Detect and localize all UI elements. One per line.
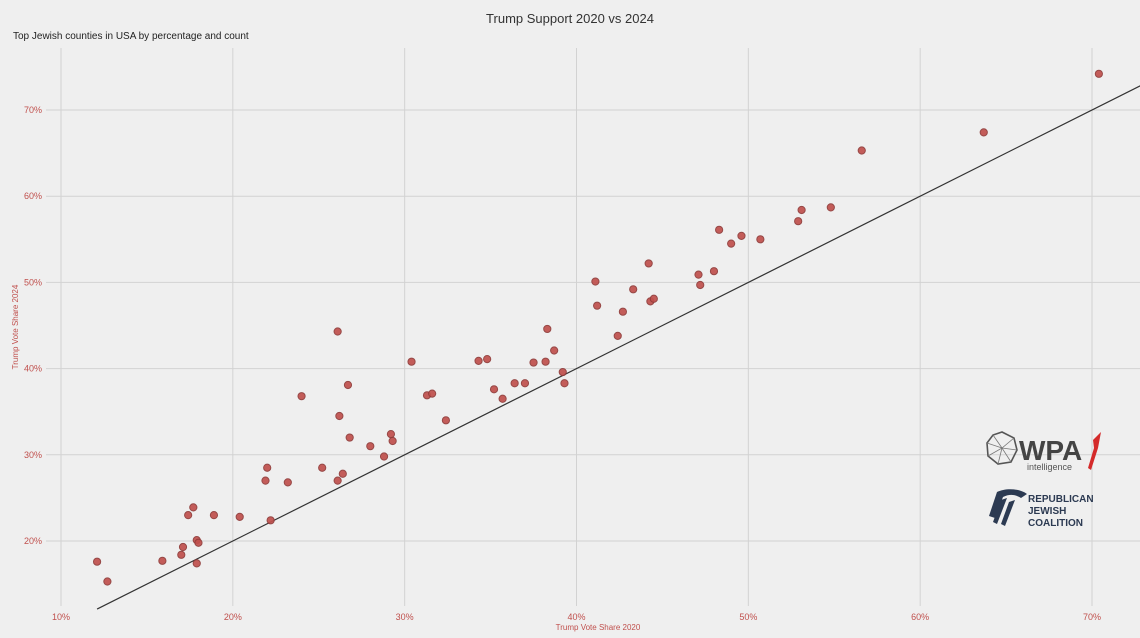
data-point xyxy=(737,231,746,240)
data-point xyxy=(558,367,567,377)
x-tick-label: 20% xyxy=(224,612,242,622)
data-point xyxy=(343,380,353,390)
data-point xyxy=(593,301,602,310)
data-point xyxy=(520,379,530,388)
data-point xyxy=(474,356,483,365)
data-point xyxy=(756,235,765,244)
rjc-logo: REPUBLICAN JEWISH COALITION xyxy=(989,489,1094,529)
data-point xyxy=(338,469,347,478)
data-point xyxy=(794,217,803,226)
x-axis-label: Trump Vote Share 2020 xyxy=(556,623,641,632)
x-tick-label: 50% xyxy=(739,612,757,622)
data-point xyxy=(1094,69,1103,78)
wpa-logo-text: WPA xyxy=(1019,435,1082,466)
x-tick-label: 60% xyxy=(911,612,929,622)
chart-subtitle: Top Jewish counties in USA by percentage… xyxy=(13,31,249,42)
data-point xyxy=(709,267,719,276)
points xyxy=(92,69,1103,586)
data-point xyxy=(177,550,186,559)
logo-graphics: WPA intelligence REPUBLICAN JEWISH COALI… xyxy=(986,431,1101,529)
data-point xyxy=(235,512,244,521)
data-point xyxy=(550,346,559,355)
data-point xyxy=(826,203,835,212)
data-point xyxy=(318,463,327,472)
data-point xyxy=(618,307,627,316)
wpa-logo: WPA intelligence xyxy=(986,431,1101,472)
data-point xyxy=(345,433,354,442)
data-point xyxy=(483,355,492,364)
data-point xyxy=(192,559,201,568)
data-point xyxy=(715,225,724,234)
data-point xyxy=(379,452,389,461)
data-point xyxy=(333,327,342,336)
data-point xyxy=(209,511,219,520)
reference-line-y-equals-x xyxy=(96,85,1140,610)
y-tick-label: 30% xyxy=(24,450,42,460)
data-point xyxy=(498,394,507,403)
wpa-logo-subtext: intelligence xyxy=(1027,462,1072,472)
data-point xyxy=(441,416,451,425)
x-tick-label: 70% xyxy=(1083,612,1101,622)
y-axis-label: Trump Vote Share 2024 xyxy=(11,284,20,369)
data-point xyxy=(649,294,658,303)
data-point xyxy=(629,285,638,294)
data-point xyxy=(407,357,416,366)
data-point xyxy=(388,436,397,446)
data-point xyxy=(189,503,198,512)
data-point xyxy=(529,358,538,367)
x-tick-label: 40% xyxy=(567,612,585,622)
y-tick-label: 70% xyxy=(24,105,42,115)
data-point xyxy=(263,463,272,472)
y-tick-label: 40% xyxy=(24,364,42,374)
data-point xyxy=(103,577,112,586)
data-point xyxy=(333,476,342,485)
x-tick-label: 30% xyxy=(396,612,414,622)
data-point xyxy=(979,128,988,137)
data-point xyxy=(510,379,519,388)
logos: WPA intelligence REPUBLICAN JEWISH COALI… xyxy=(985,430,1115,550)
wpa-accent-mark xyxy=(1088,432,1101,470)
data-point xyxy=(857,146,866,155)
data-point xyxy=(727,239,736,248)
data-point xyxy=(297,392,306,401)
data-point xyxy=(696,280,705,290)
y-ticks: 20% 30% 40% 50% 60% 70% xyxy=(24,105,42,546)
data-point xyxy=(178,542,188,552)
x-tick-label: 10% xyxy=(52,612,70,622)
data-point xyxy=(366,442,375,451)
data-point xyxy=(613,331,622,340)
eagle-icon xyxy=(989,489,1027,526)
rjc-logo-line2: JEWISH xyxy=(1028,506,1066,517)
data-point xyxy=(158,556,167,565)
data-point xyxy=(644,259,653,268)
data-point xyxy=(283,478,292,487)
data-point xyxy=(261,476,270,485)
grid xyxy=(46,48,1140,606)
rjc-logo-line1: REPUBLICAN xyxy=(1028,494,1094,505)
data-point xyxy=(489,385,499,394)
data-point xyxy=(591,277,600,286)
data-point xyxy=(560,379,569,388)
data-point xyxy=(694,270,703,279)
data-point xyxy=(92,557,102,566)
data-point xyxy=(386,430,396,439)
data-point xyxy=(541,357,550,366)
y-tick-label: 50% xyxy=(24,277,42,287)
data-point xyxy=(184,511,193,520)
data-point xyxy=(335,411,344,421)
y-tick-label: 20% xyxy=(24,536,42,546)
x-ticks: 10% 20% 30% 40% 50% 60% 70% xyxy=(52,612,1101,622)
chart-title: Trump Support 2020 vs 2024 xyxy=(486,11,654,26)
data-point xyxy=(797,205,806,215)
y-tick-label: 60% xyxy=(24,191,42,201)
data-point xyxy=(266,516,275,525)
data-point xyxy=(543,324,552,334)
data-point xyxy=(194,538,203,547)
data-point xyxy=(428,389,437,398)
rjc-logo-line3: COALITION xyxy=(1028,518,1083,529)
